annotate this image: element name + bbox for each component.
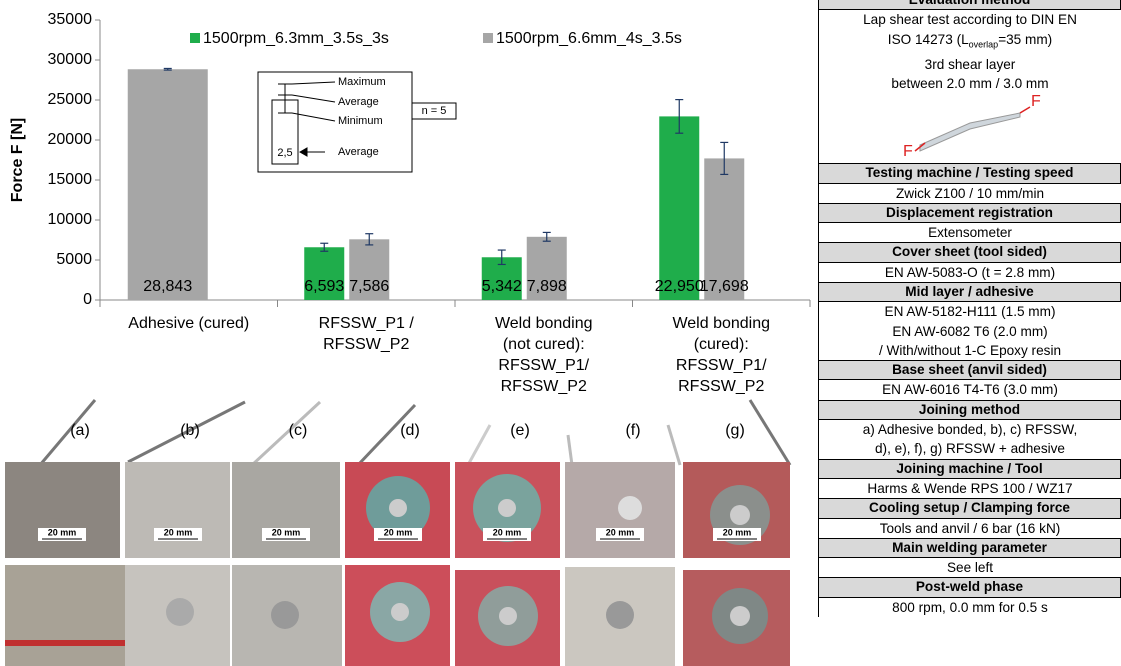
force-label: F [1031,93,1041,111]
section-line: ISO 14273 (Loverlap=35 mm) [819,30,1121,55]
annotation: Maximum [338,76,386,88]
section-title: Post-weld phase [819,577,1121,597]
value-label: 5,342 [482,278,522,295]
section-title: Cooling setup / Clamping force [819,498,1121,518]
section-line: between 2.0 mm / 3.0 mm [819,74,1121,93]
section-line: See left [819,558,1121,577]
bar [128,69,208,300]
legend-swatch [190,33,200,43]
legend-swatch [483,33,493,43]
value-label: 7,898 [527,278,567,295]
annotation: Average [338,146,379,158]
section-line: EN AW-5182-H111 (1.5 mm) [819,302,1121,321]
section-title: Joining method [819,400,1121,420]
legend-label: 1500rpm_6.6mm_4s_3.5s [496,30,682,47]
y-tick-label: 10000 [48,211,93,228]
section-line: Lap shear test according to DIN EN [819,10,1121,29]
x-tick-label: Weld bonding (not cured): RFSSW_P1/ RFSS… [459,313,629,397]
value-label: 28,843 [143,278,192,295]
annotation: 2,5 [277,147,292,159]
x-tick-label: Weld bonding (cured): RFSSW_P1/ RFSSW_P2 [636,313,806,397]
section-title: Displacement registration [819,203,1121,223]
annotation: Average [338,96,379,108]
value-label: 6,593 [304,278,344,295]
section-title: Joining machine / Tool [819,459,1121,479]
x-tick-label: RFSSW_P1 / RFSSW_P2 [281,313,451,355]
y-tick-label: 0 [83,291,92,308]
annotation: n = 5 [422,105,447,117]
photo-label: (a) [70,422,90,439]
value-label: 7,586 [349,278,389,295]
section-line: 800 rpm, 0.0 mm for 0.5 s [819,598,1121,617]
photo-label: (e) [510,422,530,439]
y-axis-label: Force F [N] [9,118,26,202]
y-tick-label: 25000 [48,91,93,108]
specimen-sketch [820,93,1120,163]
y-tick-label: 30000 [48,51,93,68]
section-line: Extensometer [819,223,1121,242]
photo-label: (g) [725,422,745,439]
value-label: 17,698 [700,278,749,295]
scale-bar-label: 20 mm [164,527,193,537]
section-line: EN AW-6082 T6 (2.0 mm) [819,322,1121,341]
section-line: Zwick Z100 / 10 mm/min [819,184,1121,203]
photo-label: (c) [289,422,308,439]
scale-bar-label: 20 mm [272,527,301,537]
photo-label: (b) [180,422,200,439]
y-tick-label: 5000 [56,251,92,268]
text: ISO 14273 (L [888,32,969,47]
force-label: F [903,143,913,161]
section-title: Evaluation method [819,0,1121,10]
section-line: Harms & Wende RPS 100 / WZ17 [819,479,1121,498]
section-line: / With/without 1-C Epoxy resin [819,341,1121,360]
scale-bar-label: 20 mm [48,527,77,537]
photo-label: (f) [625,422,640,439]
x-tick-label: Adhesive (cured) [104,313,274,334]
section-title: Main welding parameter [819,538,1121,558]
annotation: Minimum [338,115,383,127]
subscript: overlap [969,39,999,49]
section-title: Mid layer / adhesive [819,282,1121,302]
section-line: EN AW-6016 T4-T6 (3.0 mm) [819,380,1121,399]
parameter-table: Evaluation methodLap shear test accordin… [818,0,1121,617]
bar [659,116,699,300]
y-tick-label: 35000 [48,11,93,28]
photo-label: (d) [400,422,420,439]
y-tick-label: 20000 [48,131,93,148]
scale-bar-label: 20 mm [723,527,752,537]
scale-bar-label: 20 mm [384,527,413,537]
section-line: a) Adhesive bonded, b), c) RFSSW, [819,420,1121,439]
section-title: Testing machine / Testing speed [819,163,1121,183]
section-line: d), e), f), g) RFSSW + adhesive [819,439,1121,458]
value-label: 22,950 [655,278,704,295]
scale-bar-label: 20 mm [606,527,635,537]
section-line: Tools and anvil / 6 bar (16 kN) [819,519,1121,538]
legend-label: 1500rpm_6.3mm_3.5s_3s [203,30,389,47]
y-tick-label: 15000 [48,171,93,188]
section-line: EN AW-5083-O (t = 2.8 mm) [819,263,1121,282]
section-line: 3rd shear layer [819,55,1121,74]
scale-bar-label: 20 mm [493,527,522,537]
section-title: Base sheet (anvil sided) [819,360,1121,380]
section-title: Cover sheet (tool sided) [819,242,1121,262]
text: =35 mm) [998,32,1052,47]
page: Force F [N] Maximum Average Minimum n = … [0,0,1121,666]
